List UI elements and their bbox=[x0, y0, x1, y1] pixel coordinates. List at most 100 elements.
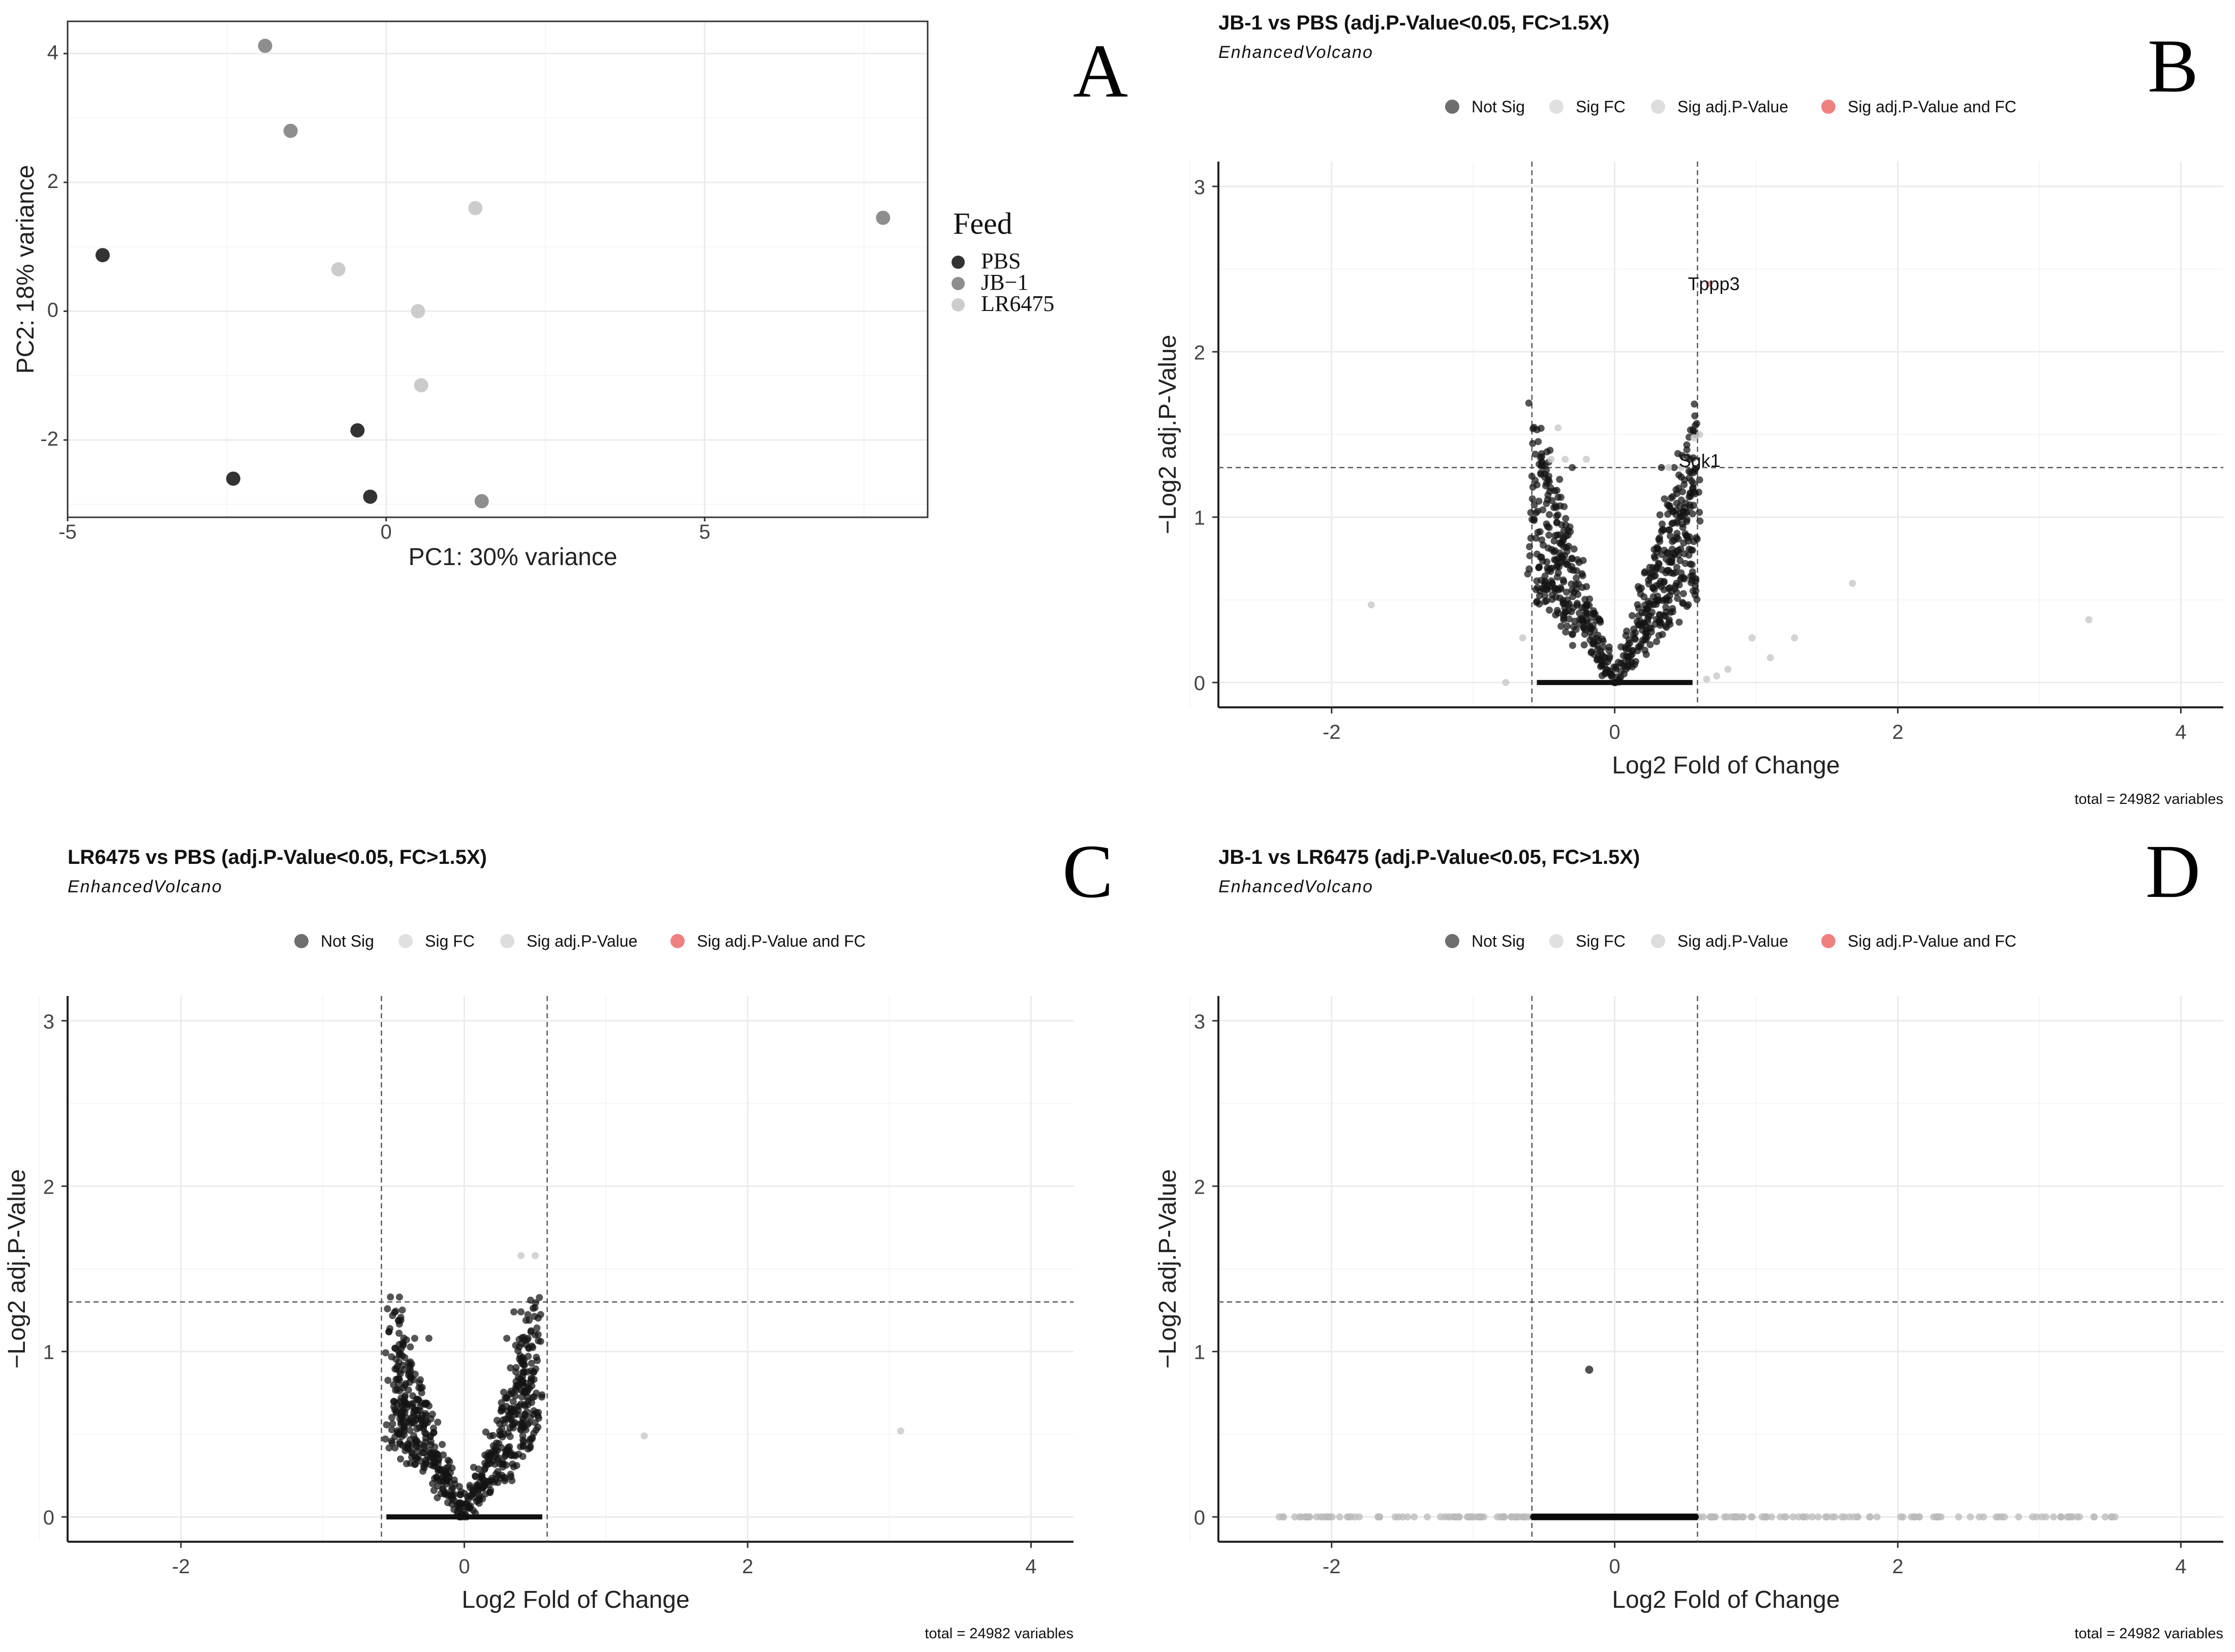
not-sig-point bbox=[1641, 646, 1649, 654]
not-sig-point bbox=[402, 1447, 409, 1454]
not-sig-point bbox=[506, 1432, 514, 1440]
not-sig-point bbox=[1658, 464, 1665, 472]
not-sig-point bbox=[388, 1426, 395, 1433]
not-sig-point bbox=[1677, 473, 1685, 481]
pca-y-tick-label: 2 bbox=[47, 170, 58, 193]
pca-legend-title: Feed bbox=[953, 207, 1013, 240]
not-sig-point bbox=[1585, 1365, 1594, 1374]
pca-legend-label: LR6475 bbox=[981, 291, 1054, 316]
not-sig-point bbox=[1548, 596, 1556, 603]
sig-pvalue-point bbox=[1582, 455, 1590, 463]
sig-fc-point bbox=[1809, 1513, 1816, 1521]
not-sig-point bbox=[403, 1460, 410, 1468]
sig-fc-point bbox=[1297, 1513, 1304, 1521]
volcano-legend-swatch bbox=[1549, 934, 1564, 948]
not-sig-point bbox=[1635, 643, 1642, 651]
not-sig-point bbox=[391, 1308, 399, 1316]
sig-fc-point bbox=[1831, 1513, 1839, 1521]
not-sig-point bbox=[1552, 556, 1559, 564]
not-sig-point bbox=[1538, 453, 1546, 460]
not-sig-point bbox=[1644, 605, 1651, 613]
not-sig-point bbox=[1568, 580, 1575, 588]
not-sig-point bbox=[1688, 561, 1696, 569]
not-sig-point bbox=[516, 1443, 524, 1451]
not-sig-point bbox=[384, 1377, 392, 1384]
sig-fc-point bbox=[1748, 634, 1756, 642]
not-sig-point bbox=[422, 1438, 430, 1446]
not-sig-point bbox=[1638, 1514, 1644, 1520]
sig-fc-point bbox=[1508, 1513, 1515, 1521]
not-sig-point bbox=[419, 1425, 427, 1432]
not-sig-point bbox=[1635, 605, 1642, 612]
not-sig-point bbox=[499, 1404, 506, 1412]
not-sig-point bbox=[1563, 588, 1570, 596]
not-sig-point bbox=[1637, 622, 1645, 630]
pca-y-tick-label: 0 bbox=[47, 299, 58, 321]
not-sig-point bbox=[1685, 537, 1692, 545]
pca-point bbox=[226, 471, 240, 486]
not-sig-point bbox=[1532, 450, 1539, 458]
not-sig-point bbox=[413, 1425, 421, 1433]
not-sig-point bbox=[493, 1417, 501, 1424]
not-sig-point bbox=[399, 1306, 406, 1314]
pca-legend-label: JB−1 bbox=[981, 270, 1028, 295]
not-sig-point bbox=[492, 1471, 500, 1478]
not-sig-point bbox=[1646, 564, 1654, 571]
not-sig-point bbox=[1665, 502, 1673, 510]
volcano-legend-label: Not Sig bbox=[1472, 98, 1525, 116]
not-sig-point bbox=[1565, 615, 1573, 622]
not-sig-point bbox=[1658, 527, 1665, 535]
not-sig-point bbox=[519, 1423, 527, 1431]
volcano-y-tick-label: 1 bbox=[43, 1342, 54, 1364]
sig-fc-point bbox=[1464, 1513, 1472, 1521]
sig-fc-point bbox=[1955, 1513, 1963, 1521]
not-sig-point bbox=[514, 1411, 522, 1418]
not-sig-point bbox=[1674, 1514, 1681, 1520]
not-sig-point bbox=[1601, 670, 1609, 678]
not-sig-point bbox=[1691, 412, 1699, 420]
volcano-x-tick-label: 0 bbox=[1609, 1555, 1620, 1578]
sig-fc-point bbox=[1444, 1513, 1452, 1521]
not-sig-point bbox=[1650, 601, 1658, 608]
not-sig-point bbox=[1689, 1514, 1696, 1520]
sig-fc-point bbox=[1815, 1513, 1822, 1521]
not-sig-point bbox=[1689, 546, 1696, 554]
not-sig-point bbox=[1663, 624, 1670, 631]
not-sig-point bbox=[422, 1417, 430, 1425]
not-sig-point bbox=[395, 1381, 403, 1388]
not-sig-point bbox=[1598, 657, 1605, 665]
not-sig-point bbox=[423, 1399, 431, 1407]
not-sig-point bbox=[1670, 464, 1678, 472]
not-sig-point bbox=[1554, 511, 1562, 519]
not-sig-point bbox=[1543, 479, 1550, 487]
not-sig-point bbox=[401, 1354, 409, 1361]
not-sig-point bbox=[427, 1441, 435, 1449]
not-sig-point bbox=[1526, 543, 1534, 550]
not-sig-point bbox=[382, 1349, 389, 1357]
not-sig-point bbox=[485, 1481, 493, 1488]
volcano-x-axis-label: Log2 Fold of Change bbox=[1612, 1586, 1840, 1613]
not-sig-point bbox=[416, 1376, 424, 1384]
not-sig-point bbox=[533, 1324, 541, 1332]
not-sig-point bbox=[1619, 662, 1627, 670]
not-sig-point bbox=[489, 1457, 497, 1465]
volcano-y-tick-label: 0 bbox=[1194, 1507, 1205, 1529]
not-sig-point bbox=[1597, 663, 1604, 670]
not-sig-point bbox=[390, 1403, 397, 1411]
not-sig-point bbox=[1690, 454, 1697, 461]
not-sig-point bbox=[482, 1490, 489, 1498]
not-sig-point bbox=[430, 1429, 437, 1437]
sig-fc-point bbox=[1707, 1513, 1714, 1521]
not-sig-point bbox=[387, 1293, 394, 1301]
not-sig-point bbox=[528, 1342, 536, 1350]
volcano-panel-C: LR6475 vs PBS (adj.P-Value<0.05, FC>1.5X… bbox=[4, 846, 1074, 1642]
not-sig-point bbox=[388, 1439, 396, 1447]
not-sig-point bbox=[1679, 600, 1687, 607]
not-sig-point bbox=[472, 1473, 479, 1480]
not-sig-point bbox=[1540, 1514, 1547, 1520]
volcano-x-tick-label: 2 bbox=[1892, 721, 1903, 743]
not-sig-point bbox=[1674, 546, 1682, 554]
not-sig-point bbox=[1605, 647, 1613, 654]
not-sig-point bbox=[411, 1453, 418, 1460]
sig-pvalue-point bbox=[1547, 455, 1555, 463]
